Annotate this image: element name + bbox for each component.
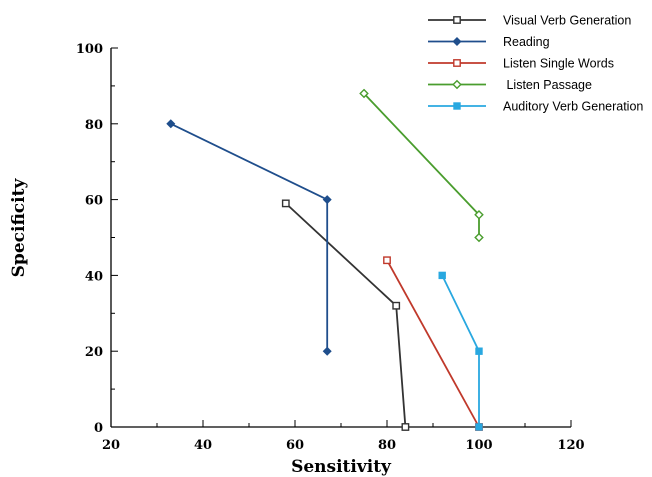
legend-marker [453, 16, 461, 24]
legend-label: Auditory Verb Generation [503, 100, 643, 114]
x-tick-label: 80 [378, 438, 396, 453]
data-point [475, 347, 483, 355]
series-line [441, 275, 480, 427]
legend-item: Auditory Verb Generation [428, 100, 643, 114]
axes [110, 48, 571, 428]
series-3 [359, 88, 484, 243]
x-axis-title: Sensitivity [291, 457, 392, 477]
y-tick-label: 100 [76, 42, 103, 57]
legend: Visual Verb Generation Reading Listen Sing… [428, 14, 643, 114]
series-line [386, 259, 480, 428]
legend-label: Reading [503, 35, 550, 49]
data-point [474, 209, 484, 220]
x-tick-label: 60 [286, 438, 304, 453]
data-point [474, 232, 484, 243]
data-point [438, 271, 446, 280]
data-point [281, 199, 290, 208]
y-tick-label: 80 [85, 118, 103, 133]
series-line [170, 122, 329, 352]
legend-item: Listen Single Words [428, 57, 614, 71]
legend-marker [453, 102, 461, 110]
y-tick-label: 60 [85, 194, 103, 209]
data-point [401, 423, 410, 431]
legend-marker [452, 36, 462, 47]
plot-area [166, 88, 484, 431]
data-point [359, 88, 369, 99]
legend-label: Listen Passage [503, 78, 592, 92]
x-tick-label: 120 [557, 438, 584, 453]
legend-marker [452, 79, 462, 90]
legend-item: Reading [428, 35, 550, 49]
y-axis-title: Specificity [9, 178, 29, 278]
data-point [322, 195, 332, 205]
y-tick-label: 0 [94, 421, 103, 436]
x-tick-label: 40 [194, 438, 212, 453]
data-point [392, 301, 401, 310]
y-tick-label: 40 [85, 269, 103, 284]
x-tick-label: 100 [465, 438, 492, 453]
legend-label: Visual Verb Generation [503, 14, 631, 28]
x-tick-label: 20 [102, 438, 120, 453]
legend-label: Listen Single Words [503, 57, 614, 71]
y-tick-label: 20 [85, 345, 103, 360]
legend-item: Visual Verb Generation [428, 14, 631, 28]
series-4 [438, 271, 483, 431]
data-point [322, 346, 332, 356]
series-line [285, 202, 407, 428]
legend-marker [453, 59, 461, 67]
series-0 [281, 199, 410, 431]
ticks: 20 40 60 80 100 120 0 20 40 60 80 100 [76, 42, 585, 453]
series-1 [166, 119, 332, 356]
legend-item: Listen Passage [428, 78, 592, 92]
data-point [166, 119, 176, 129]
series-line [363, 92, 480, 238]
data-point [383, 256, 391, 265]
data-point [475, 423, 483, 431]
